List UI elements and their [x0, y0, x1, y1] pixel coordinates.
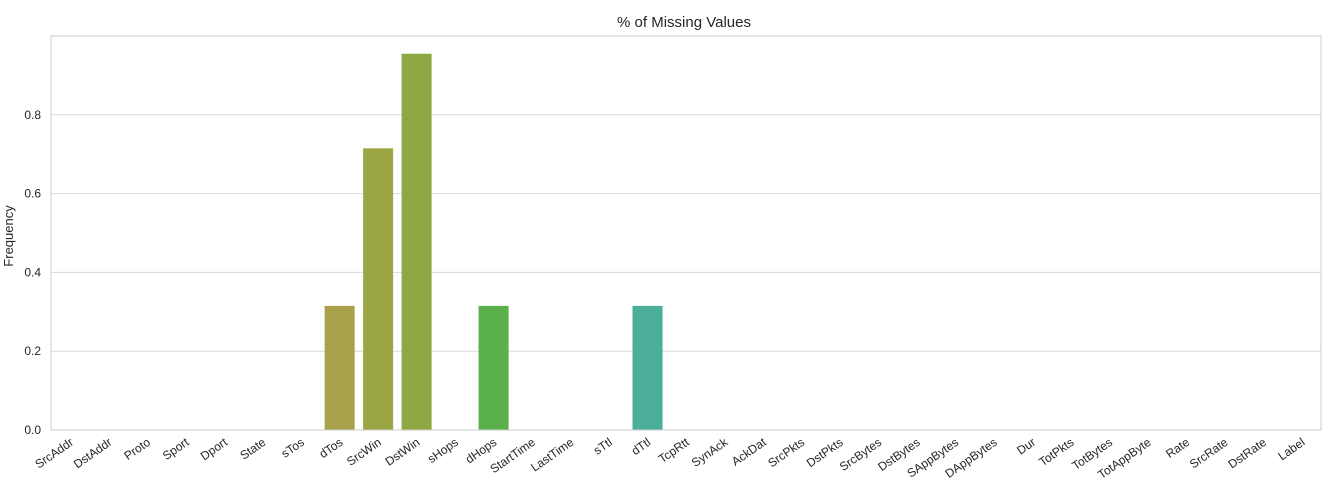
grid-lines	[51, 114, 1321, 431]
x-tick-label: Proto	[121, 435, 153, 463]
x-tick-label: Dport	[198, 435, 231, 464]
x-tick-label: LastTime	[528, 435, 576, 475]
chart-title: % of Missing Values	[617, 14, 751, 31]
y-tick-label: 0.8	[24, 108, 41, 122]
x-tick-label: Dur	[1014, 435, 1038, 458]
x-tick-label: dTos	[317, 435, 346, 461]
bar-srcwin	[363, 148, 394, 431]
plot-frame	[50, 35, 1322, 431]
x-tick-label: sTos	[279, 435, 307, 461]
y-tick-label: 0.0	[24, 423, 41, 437]
x-tick-label: TcpRtt	[656, 435, 692, 466]
x-tick-label: sHops	[425, 435, 461, 466]
x-tick-label: SrcWin	[344, 435, 384, 469]
x-tick-label: Rate	[1163, 435, 1192, 461]
x-tick-label: sTtl	[591, 435, 615, 458]
x-tick-label: SrcRate	[1187, 435, 1231, 472]
x-tick-label: SynAck	[689, 434, 731, 469]
x-tick-label: SrcBytes	[837, 435, 884, 474]
x-tick-label: SrcPkts	[765, 435, 807, 470]
x-tick-label: State	[237, 435, 268, 463]
y-axis-label: Frequency	[1, 205, 16, 267]
x-tick-label: SrcAddr	[32, 435, 76, 471]
bar-dhops	[478, 305, 509, 430]
x-tick-label: Label	[1275, 435, 1307, 463]
y-tick-labels: 0.0 0.2 0.4 0.6 0.8	[24, 108, 41, 437]
y-tick-label: 0.6	[24, 187, 41, 201]
x-tick-label: dTtl	[629, 435, 653, 458]
bar-dtos	[324, 305, 355, 430]
x-tick-label: DstRate	[1225, 435, 1269, 472]
x-tick-label: AckDat	[729, 435, 769, 469]
y-tick-label: 0.2	[24, 344, 41, 358]
x-tick-label: Sport	[160, 435, 192, 463]
x-tick-label: DstAddr	[71, 435, 115, 471]
y-tick-label: 0.4	[24, 265, 41, 279]
bar-dstwin	[401, 53, 432, 430]
bar-dttl	[632, 305, 663, 430]
bars	[324, 53, 663, 431]
x-tick-label: DstWin	[383, 435, 423, 469]
